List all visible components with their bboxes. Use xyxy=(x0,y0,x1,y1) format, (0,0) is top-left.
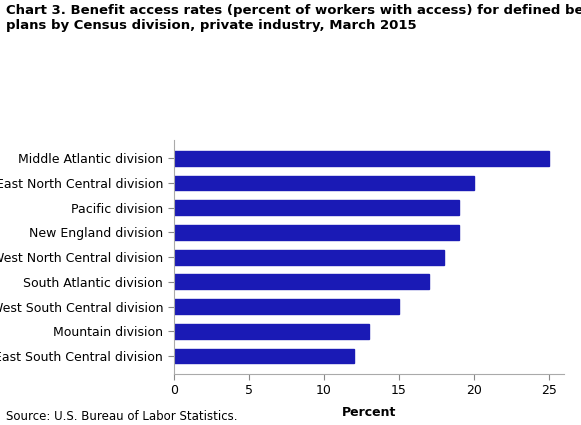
Bar xyxy=(174,200,459,215)
Bar xyxy=(174,324,369,339)
Bar xyxy=(174,225,459,240)
Bar xyxy=(174,176,474,190)
Bar xyxy=(174,348,354,363)
Bar xyxy=(174,151,548,166)
Bar xyxy=(174,250,444,264)
Text: Chart 3. Benefit access rates (percent of workers with access) for defined benef: Chart 3. Benefit access rates (percent o… xyxy=(6,4,581,32)
Text: Source: U.S. Bureau of Labor Statistics.: Source: U.S. Bureau of Labor Statistics. xyxy=(6,410,237,423)
Bar xyxy=(174,299,399,314)
Bar xyxy=(174,275,429,289)
X-axis label: Percent: Percent xyxy=(342,406,396,419)
